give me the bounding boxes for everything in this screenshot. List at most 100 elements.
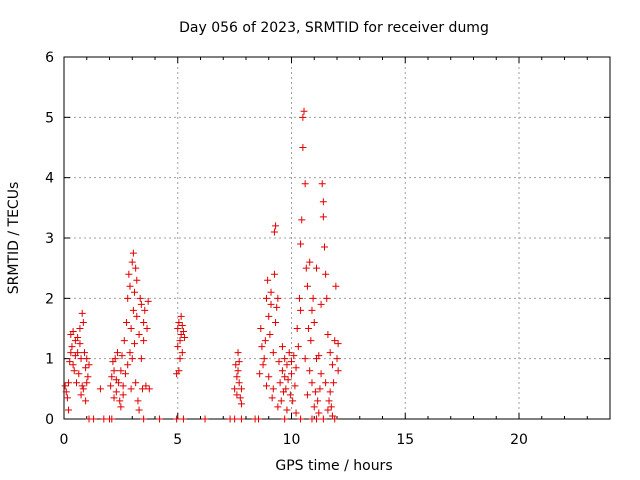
data-point bbox=[235, 379, 243, 387]
data-point bbox=[236, 394, 244, 402]
data-point bbox=[133, 312, 141, 320]
data-point bbox=[120, 337, 128, 345]
data-point bbox=[293, 325, 301, 332]
data-point bbox=[174, 325, 182, 332]
data-point bbox=[73, 379, 81, 387]
data-point bbox=[260, 355, 268, 363]
data-point bbox=[274, 294, 282, 302]
data-point bbox=[145, 385, 153, 393]
data-point bbox=[262, 382, 270, 390]
data-point bbox=[237, 415, 245, 423]
data-point bbox=[256, 370, 264, 378]
data-point bbox=[82, 397, 90, 405]
data-point bbox=[118, 352, 126, 360]
data-point bbox=[128, 258, 136, 266]
data-point bbox=[234, 367, 242, 375]
data-point bbox=[310, 318, 318, 326]
data-point bbox=[108, 373, 116, 381]
data-point bbox=[315, 409, 323, 417]
data-point bbox=[258, 343, 266, 351]
data-point bbox=[331, 337, 339, 345]
data-point bbox=[313, 264, 321, 272]
data-point bbox=[75, 370, 83, 378]
data-point bbox=[121, 370, 129, 378]
data-point bbox=[129, 306, 137, 314]
data-point bbox=[74, 334, 82, 342]
data-point bbox=[142, 382, 150, 390]
data-point bbox=[176, 337, 184, 345]
data-point bbox=[326, 349, 334, 357]
x-tick-label: 0 bbox=[60, 432, 69, 448]
data-point bbox=[262, 294, 270, 302]
data-point bbox=[326, 388, 334, 396]
data-point bbox=[112, 388, 120, 396]
data-point bbox=[135, 331, 143, 339]
data-point bbox=[235, 358, 243, 366]
data-point bbox=[117, 367, 125, 375]
data-point bbox=[306, 258, 314, 266]
data-point bbox=[84, 373, 92, 381]
data-point bbox=[268, 394, 276, 402]
data-point bbox=[261, 337, 269, 345]
data-point bbox=[231, 415, 239, 423]
data-point bbox=[178, 349, 186, 357]
data-point bbox=[275, 358, 283, 366]
data-point bbox=[124, 361, 132, 369]
data-point bbox=[128, 355, 136, 363]
data-point bbox=[70, 367, 78, 375]
data-point bbox=[237, 400, 245, 408]
data-point bbox=[74, 349, 82, 357]
data-point bbox=[288, 358, 295, 366]
data-point bbox=[274, 403, 282, 411]
data-point bbox=[67, 349, 75, 357]
data-point bbox=[82, 364, 90, 372]
data-point bbox=[269, 349, 277, 357]
data-point bbox=[289, 397, 297, 405]
data-point bbox=[306, 367, 314, 375]
data-point bbox=[282, 385, 290, 393]
data-point bbox=[65, 406, 73, 414]
x-tick-label: 5 bbox=[173, 432, 182, 448]
data-point bbox=[137, 300, 145, 308]
data-point bbox=[63, 394, 71, 402]
data-point bbox=[127, 325, 135, 332]
data-point bbox=[294, 343, 302, 351]
data-point bbox=[317, 370, 325, 378]
data-point bbox=[324, 406, 332, 414]
data-point bbox=[140, 415, 148, 423]
data-point bbox=[156, 415, 164, 423]
data-point bbox=[233, 391, 241, 399]
data-point bbox=[175, 318, 183, 326]
data-point bbox=[281, 355, 289, 363]
data-point bbox=[334, 367, 342, 375]
x-tick-label: 15 bbox=[396, 432, 414, 448]
data-point bbox=[301, 355, 309, 363]
x-tick-label: 10 bbox=[283, 432, 301, 448]
data-point bbox=[68, 343, 76, 351]
data-point bbox=[299, 144, 307, 151]
data-point bbox=[233, 373, 241, 381]
data-point bbox=[79, 385, 87, 393]
data-point bbox=[320, 243, 328, 251]
data-point bbox=[137, 355, 145, 363]
data-point bbox=[143, 325, 151, 332]
data-point bbox=[270, 270, 278, 278]
tick-labels: 0 5 10 15 20 0 1 2 3 4 5 6 bbox=[45, 50, 528, 448]
data-point bbox=[331, 415, 339, 423]
data-point bbox=[80, 349, 88, 357]
y-tick-label: 0 bbox=[45, 412, 54, 428]
data-point bbox=[111, 355, 119, 363]
data-point bbox=[297, 240, 305, 248]
data-point bbox=[291, 382, 299, 390]
data-point bbox=[297, 415, 305, 423]
data-point bbox=[303, 282, 311, 290]
data-point bbox=[301, 180, 309, 188]
data-point bbox=[140, 337, 148, 345]
data-point bbox=[319, 198, 327, 206]
data-point bbox=[119, 382, 127, 390]
data-point bbox=[113, 349, 121, 357]
data-point bbox=[119, 391, 127, 399]
data-point bbox=[318, 180, 326, 188]
data-point bbox=[297, 306, 305, 314]
